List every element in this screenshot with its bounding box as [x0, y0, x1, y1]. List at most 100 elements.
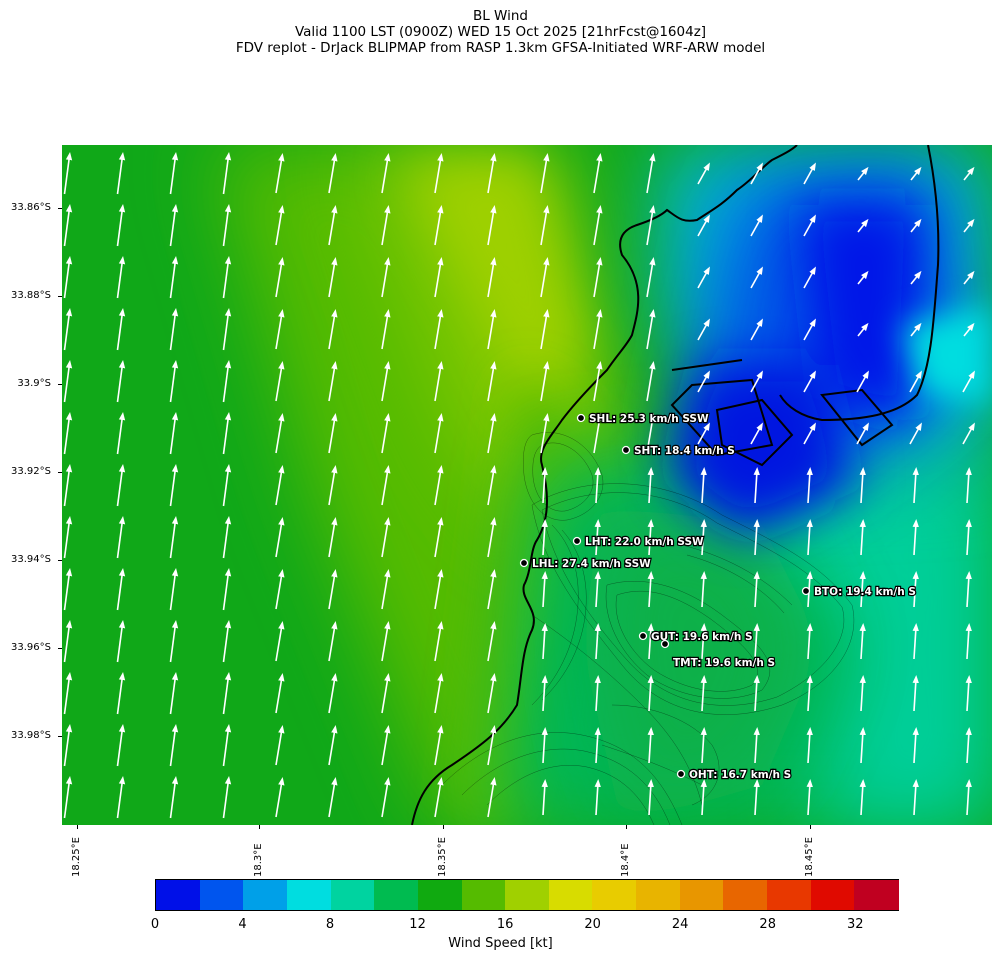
wind-arrow	[806, 519, 813, 556]
station-marker	[576, 413, 586, 423]
wind-arrow	[594, 779, 601, 816]
wind-arrow	[963, 218, 975, 233]
wind-arrow	[909, 422, 922, 445]
station-lht[interactable]: LHT: 22.0 km/h SSW	[572, 535, 705, 549]
wind-arrow	[909, 370, 922, 393]
wind-arrow	[328, 673, 338, 714]
wind-arrow	[965, 623, 972, 660]
longitude-tick	[626, 825, 627, 829]
wind-arrow	[487, 517, 497, 558]
wind-arrow	[63, 672, 73, 715]
longitude-label: 18.4°E	[620, 843, 631, 877]
wind-arrow	[169, 256, 179, 299]
wind-arrow	[381, 725, 391, 766]
wind-arrow	[647, 779, 654, 816]
wind-arrow	[700, 571, 707, 608]
wind-arrow	[803, 266, 816, 289]
station-marker	[572, 536, 582, 546]
wind-arrow	[222, 308, 232, 351]
wind-arrow	[487, 257, 497, 298]
wind-arrow	[222, 568, 232, 611]
wind-arrow	[487, 777, 497, 818]
wind-arrow	[647, 675, 654, 712]
wind-arrow	[594, 467, 601, 504]
wind-arrow	[275, 257, 285, 298]
wind-arrow	[700, 623, 707, 660]
wind-arrow	[328, 361, 338, 402]
wind-arrow	[275, 413, 285, 454]
wind-arrow	[593, 153, 603, 194]
station-marker	[801, 586, 811, 596]
longitude-tick	[77, 825, 78, 829]
station-lhl[interactable]: LHL: 27.4 km/h SSW	[519, 557, 652, 571]
wind-arrow	[750, 318, 763, 341]
colorbar-tick-label: 16	[496, 917, 514, 932]
colorbar-swatch	[810, 880, 856, 910]
station-tmt[interactable]: TMT: 19.6 km/h S	[660, 639, 776, 670]
wind-arrow	[63, 360, 73, 403]
wind-arrow	[116, 724, 126, 767]
wind-map[interactable]: SHL: 25.3 km/h SSW SHT: 18.4 km/h S LHT: 2…	[62, 145, 992, 825]
wind-arrow	[222, 776, 232, 819]
colorbar-tick-label: 12	[409, 917, 426, 932]
wind-arrow	[594, 727, 601, 764]
wind-arrows	[63, 152, 975, 819]
wind-arrow	[859, 519, 866, 556]
wind-arrow	[381, 517, 391, 558]
wind-arrow	[806, 623, 813, 660]
wind-arrow	[275, 517, 285, 558]
wind-arrow	[275, 725, 285, 766]
station-bto[interactable]: BTO: 19.4 km/h S	[801, 585, 917, 599]
colorbar-tick-label: 4	[238, 917, 247, 932]
wind-arrow	[965, 727, 972, 764]
wind-arrow	[381, 569, 391, 610]
colorbar-tick-label: 32	[846, 917, 864, 932]
wind-arrow	[857, 270, 869, 285]
wind-arrow	[169, 412, 179, 455]
wind-arrow	[859, 623, 866, 660]
wind-arrow	[857, 322, 869, 337]
wind-arrow	[963, 322, 975, 337]
weather-stations: SHL: 25.3 km/h SSW SHT: 18.4 km/h S LHT: 2…	[519, 412, 917, 782]
terrain-contours	[441, 432, 855, 825]
station-label: LHT: 22.0 km/h SSW	[585, 536, 704, 548]
station-label: LHL: 27.4 km/h SSW	[532, 558, 651, 570]
wind-arrow	[169, 204, 179, 247]
wind-arrow	[169, 672, 179, 715]
wind-arrow	[806, 675, 813, 712]
wind-arrow	[275, 309, 285, 350]
wind-arrow	[116, 360, 126, 403]
station-oht[interactable]: OHT: 16.7 km/h S	[676, 768, 792, 782]
wind-arrow	[857, 218, 869, 233]
station-shl[interactable]: SHL: 25.3 km/h SSW	[576, 412, 710, 426]
wind-arrow	[753, 571, 760, 608]
wind-arrow	[750, 162, 763, 185]
latitude-tick	[58, 472, 62, 473]
wind-arrow	[963, 270, 975, 285]
wind-arrow	[328, 153, 338, 194]
wind-arrow	[487, 361, 497, 402]
station-gut[interactable]: GUT: 19.6 km/h S	[638, 630, 754, 644]
latitude-label: 33.92°S	[11, 466, 51, 477]
wind-arrow	[328, 517, 338, 558]
station-sht[interactable]: SHT: 18.4 km/h S	[621, 444, 736, 458]
wind-arrow	[275, 569, 285, 610]
wind-arrow	[646, 153, 656, 194]
map-valid-time: Valid 1100 LST (0900Z) WED 15 Oct 2025 […	[294, 24, 707, 40]
wind-arrow	[912, 675, 919, 712]
wind-arrow	[487, 153, 497, 194]
wind-arrow	[328, 725, 338, 766]
wind-arrow	[857, 166, 869, 181]
wind-arrow	[116, 412, 126, 455]
wind-arrow	[806, 727, 813, 764]
wind-arrow	[434, 361, 444, 402]
wind-arrow	[169, 308, 179, 351]
map-source: FDV replot - DrJack BLIPMAP from RASP 1.…	[235, 40, 766, 56]
wind-arrow	[434, 621, 444, 662]
colorbar-swatch	[636, 880, 682, 910]
latitude-tick	[58, 648, 62, 649]
wind-arrow	[753, 727, 760, 764]
wind-arrow	[700, 467, 707, 504]
wind-arrow	[912, 779, 919, 816]
wind-arrow	[541, 571, 548, 608]
